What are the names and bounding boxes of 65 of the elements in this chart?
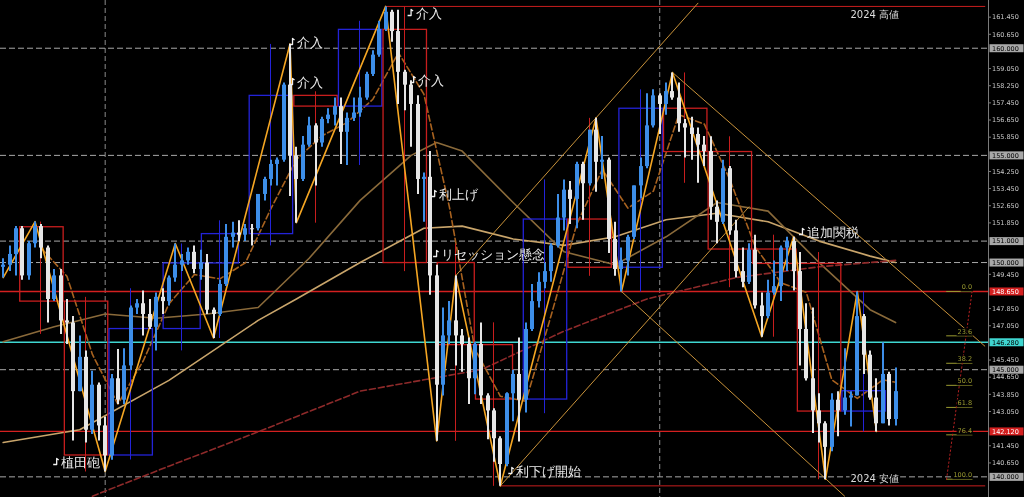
candlestick [141,289,145,337]
candlestick [192,244,196,275]
candlestick [352,96,356,123]
candlestick [33,220,37,249]
candlestick [65,297,69,345]
candlestick [843,347,847,416]
candlestick [658,92,662,135]
candlestick [690,115,694,161]
candlestick [269,158,273,187]
candlestick [231,220,235,249]
annotation: 介入 [297,34,324,50]
candlestick [460,327,464,373]
candlestick [390,8,394,43]
candlestick [212,306,216,339]
candlestick [307,115,311,148]
candlestick [670,71,674,101]
candlestick [619,246,623,293]
series-label: 2024 高値 [850,9,900,21]
candlestick [52,267,56,303]
annotation: 利下げ開始 [516,463,582,479]
candlestick [766,278,770,320]
candlestick [581,160,585,221]
candlestick [626,233,630,277]
candlestick [760,291,764,338]
candlestick [167,274,171,307]
candlestick [741,246,745,289]
candlestick [250,222,254,247]
candlestick [447,300,451,345]
candlestick [116,347,120,405]
candlestick [639,156,643,200]
candlestick [365,70,369,101]
candlestick [320,115,324,148]
candlestick [823,420,827,481]
candlestick [275,156,279,187]
candlestick [358,85,362,118]
candlestick [543,261,547,290]
candlestick [8,244,12,273]
candlestick [568,180,572,225]
series-label: 2024 安値 [850,472,900,484]
annotation: 追加関税 [806,224,859,240]
candlestick [817,392,821,444]
candlestick [403,68,407,112]
candlestick [486,392,490,441]
annotation: 介入 [297,74,324,90]
candlestick [333,96,337,127]
candlestick [161,287,165,315]
candlestick [199,248,203,281]
candlestick [511,368,515,423]
candlestick [148,297,152,330]
candlestick [537,271,541,309]
candlestick [715,199,719,245]
candlestick [294,145,298,224]
candlestick [371,49,375,78]
candlestick [384,5,388,33]
candlestick [263,175,267,202]
annotation: 介入 [415,5,442,21]
candlestick [696,126,700,184]
candlestick [664,81,668,116]
candlestick [836,390,840,438]
candlestick [785,235,789,273]
annotation: 利上げ [439,186,480,202]
candlestick [849,390,853,428]
candlestick [702,135,706,168]
candlestick [173,242,177,283]
candlestick [345,111,349,167]
